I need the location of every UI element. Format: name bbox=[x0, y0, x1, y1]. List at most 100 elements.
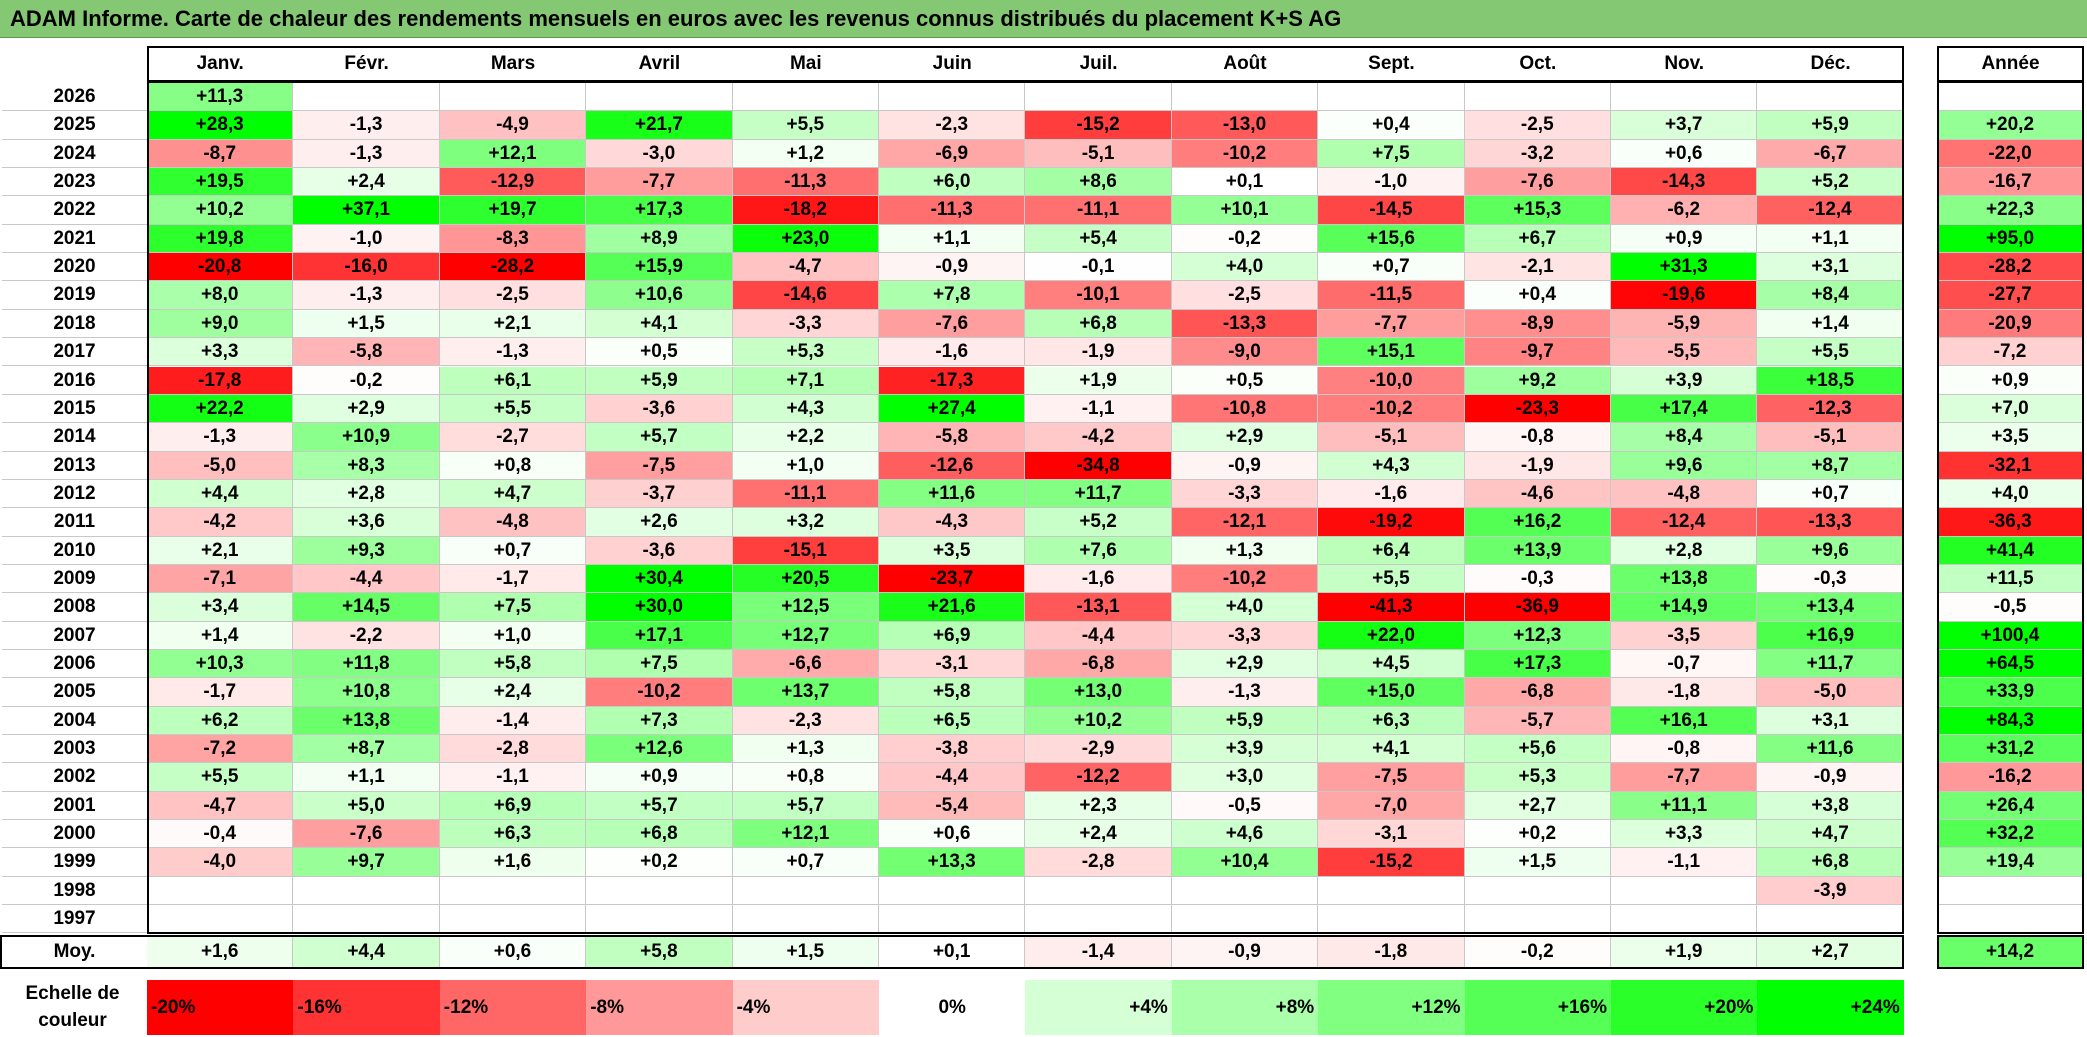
heatmap-cell: +8,4 bbox=[1757, 281, 1904, 310]
annual-cell: +4,0 bbox=[1937, 479, 2084, 509]
heatmap-cell bbox=[1318, 83, 1465, 112]
heatmap-cell: +0,7 bbox=[439, 536, 587, 565]
heatmap-cell: +5,7 bbox=[586, 423, 733, 452]
heatmap-cell: +1,9 bbox=[1025, 366, 1172, 395]
heatmap-cell: +0,9 bbox=[586, 763, 733, 792]
month-header: Avril bbox=[638, 53, 681, 74]
heatmap-cell: +6,8 bbox=[1025, 309, 1172, 339]
heatmap-cell: -1,1 bbox=[1025, 394, 1172, 424]
month-header: Déc. bbox=[1810, 53, 1851, 74]
annual-cell: -28,2 bbox=[1937, 253, 2084, 282]
heatmap-cell: +1,1 bbox=[1757, 224, 1904, 254]
heatmap-cell: +5,2 bbox=[1025, 508, 1172, 537]
heatmap-cell: -12,6 bbox=[879, 451, 1026, 480]
scale-swatch: -8% bbox=[586, 980, 733, 1035]
heatmap-cell: +15,3 bbox=[1464, 196, 1611, 225]
heatmap-cell: -3,3 bbox=[1171, 621, 1319, 650]
heatmap-cell: +0,1 bbox=[1171, 168, 1319, 197]
heatmap-cell: -15,2 bbox=[1318, 848, 1465, 877]
month-header: Juin bbox=[932, 53, 972, 74]
heatmap-cell: +4,7 bbox=[1757, 820, 1904, 849]
heatmap-cell: -0,2 bbox=[1171, 224, 1319, 254]
heatmap-cell: -8,7 bbox=[147, 139, 294, 169]
heatmap-cell: -11,5 bbox=[1318, 281, 1465, 310]
annual-cell: -16,2 bbox=[1937, 763, 2084, 792]
heatmap-cell: +8,4 bbox=[1611, 423, 1758, 452]
heatmap-cell: +4,5 bbox=[1318, 650, 1465, 679]
heatmap-cell: -5,0 bbox=[147, 451, 294, 480]
heatmap-cell: -13,3 bbox=[1757, 508, 1904, 537]
year-label: 2024 bbox=[2, 140, 147, 169]
heatmap-cell: +9,6 bbox=[1757, 536, 1904, 565]
heatmap-cell: -7,1 bbox=[147, 564, 294, 594]
heatmap-cell: -0,4 bbox=[147, 820, 294, 849]
heatmap-cell: -34,8 bbox=[1025, 451, 1172, 480]
heatmap-cell: -2,5 bbox=[1171, 281, 1319, 310]
heatmap-cell bbox=[1757, 83, 1904, 112]
heatmap-cell: -0,7 bbox=[1611, 650, 1758, 679]
heatmap-cell: +11,1 bbox=[1611, 791, 1758, 821]
heatmap-cell: +13,0 bbox=[1025, 678, 1172, 707]
year-label: 2013 bbox=[2, 452, 147, 480]
heatmap-cell: +5,5 bbox=[147, 763, 294, 792]
heatmap-cell: +0,6 bbox=[879, 820, 1026, 849]
heatmap-cell: +17,1 bbox=[586, 621, 733, 650]
heatmap-cell: -3,5 bbox=[1611, 621, 1758, 650]
heatmap-cell: +3,9 bbox=[1611, 366, 1758, 395]
heatmap-cell: -20,8 bbox=[147, 253, 294, 282]
heatmap-cell: +5,0 bbox=[293, 791, 440, 821]
heatmap-cell: -4,7 bbox=[147, 791, 294, 821]
heatmap-cell: +4,4 bbox=[147, 479, 294, 509]
heatmap-cell: +5,5 bbox=[1757, 338, 1904, 367]
heatmap-cell bbox=[1611, 876, 1758, 906]
average-cell: +1,6 bbox=[147, 936, 294, 968]
heatmap-cell: +28,3 bbox=[147, 111, 294, 140]
heatmap-cell: -7,6 bbox=[879, 309, 1026, 339]
scale-label: Echelle de couleur bbox=[25, 983, 120, 1031]
year-label: 1998 bbox=[2, 877, 147, 906]
heatmap-cell: +5,5 bbox=[732, 111, 879, 140]
heatmap-cell: -1,9 bbox=[1464, 451, 1611, 480]
heatmap-cell: +3,9 bbox=[1171, 735, 1319, 764]
heatmap-cell: +6,3 bbox=[1318, 706, 1465, 736]
heatmap-cell bbox=[879, 83, 1026, 112]
heatmap-cell: +7,3 bbox=[586, 706, 733, 736]
year-label: 2003 bbox=[2, 735, 147, 764]
heatmap-cell: -1,6 bbox=[1318, 479, 1465, 509]
heatmap-cell: -6,8 bbox=[1464, 678, 1611, 707]
heatmap-cell: +15,0 bbox=[1318, 678, 1465, 707]
heatmap-cell bbox=[879, 876, 1026, 906]
heatmap-cell bbox=[293, 876, 440, 906]
month-header: Févr. bbox=[344, 53, 389, 74]
heatmap-cell: +16,9 bbox=[1757, 621, 1904, 650]
year-label: 2022 bbox=[2, 196, 147, 225]
heatmap-cell: -4,6 bbox=[1464, 479, 1611, 509]
scale-swatch: +24% bbox=[1757, 980, 1904, 1035]
heatmap-cell: +6,2 bbox=[147, 706, 294, 736]
annual-cell: +41,4 bbox=[1937, 536, 2084, 565]
heatmap-cell: -5,1 bbox=[1025, 139, 1172, 169]
heatmap-cell: -3,0 bbox=[586, 139, 733, 169]
heatmap-cell: +2,4 bbox=[1025, 820, 1172, 849]
heatmap-cell bbox=[1025, 905, 1172, 934]
average-cell: -1,8 bbox=[1318, 936, 1465, 968]
heatmap-cell: -5,7 bbox=[1464, 706, 1611, 736]
heatmap-cell: +6,8 bbox=[1757, 848, 1904, 877]
heatmap-cell: +0,2 bbox=[586, 848, 733, 877]
month-header: Janv. bbox=[196, 53, 244, 74]
heatmap-cell bbox=[439, 83, 587, 112]
heatmap-cell: +8,9 bbox=[586, 224, 733, 254]
heatmap-cell: +16,2 bbox=[1464, 508, 1611, 537]
heatmap-cell: -2,9 bbox=[1025, 735, 1172, 764]
heatmap-cell: +2,7 bbox=[1464, 791, 1611, 821]
heatmap-cell: -4,8 bbox=[1611, 479, 1758, 509]
heatmap-cell: -10,2 bbox=[1318, 394, 1465, 424]
heatmap-cell: -1,3 bbox=[293, 111, 440, 140]
heatmap-cell: +22,0 bbox=[1318, 621, 1465, 650]
heatmap-cell: -11,3 bbox=[879, 196, 1026, 225]
average-cell: +1,5 bbox=[732, 936, 879, 968]
annual-cell: +64,5 bbox=[1937, 650, 2084, 679]
heatmap-cell: -10,1 bbox=[1025, 281, 1172, 310]
heatmap-cell: -19,2 bbox=[1318, 508, 1465, 537]
heatmap-cell: -3,9 bbox=[1757, 876, 1904, 906]
